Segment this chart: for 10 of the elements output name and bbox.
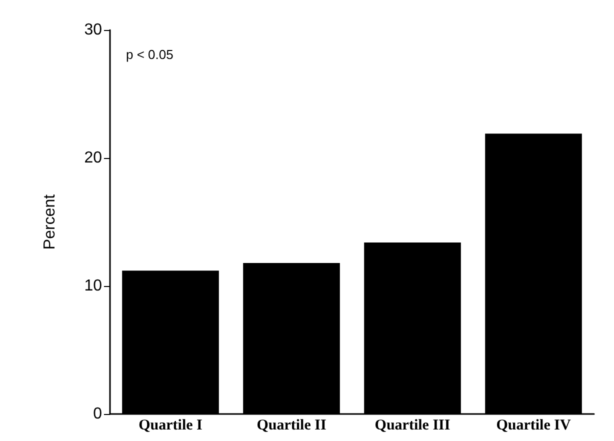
x-tick-label: Quartile IV bbox=[496, 418, 571, 434]
y-tick-label: 20 bbox=[84, 150, 102, 166]
x-tick-label: Quartile I bbox=[138, 418, 203, 434]
y-tick-label: 10 bbox=[84, 278, 102, 294]
annotation: p < 0.05 bbox=[126, 47, 174, 62]
x-tick-label: Quartile II bbox=[256, 418, 326, 434]
x-tick-label: Quartile III bbox=[374, 418, 450, 434]
y-tick-label: 30 bbox=[84, 22, 102, 38]
y-axis-title: Percent bbox=[42, 194, 58, 250]
y-tick-label: 0 bbox=[93, 406, 102, 422]
